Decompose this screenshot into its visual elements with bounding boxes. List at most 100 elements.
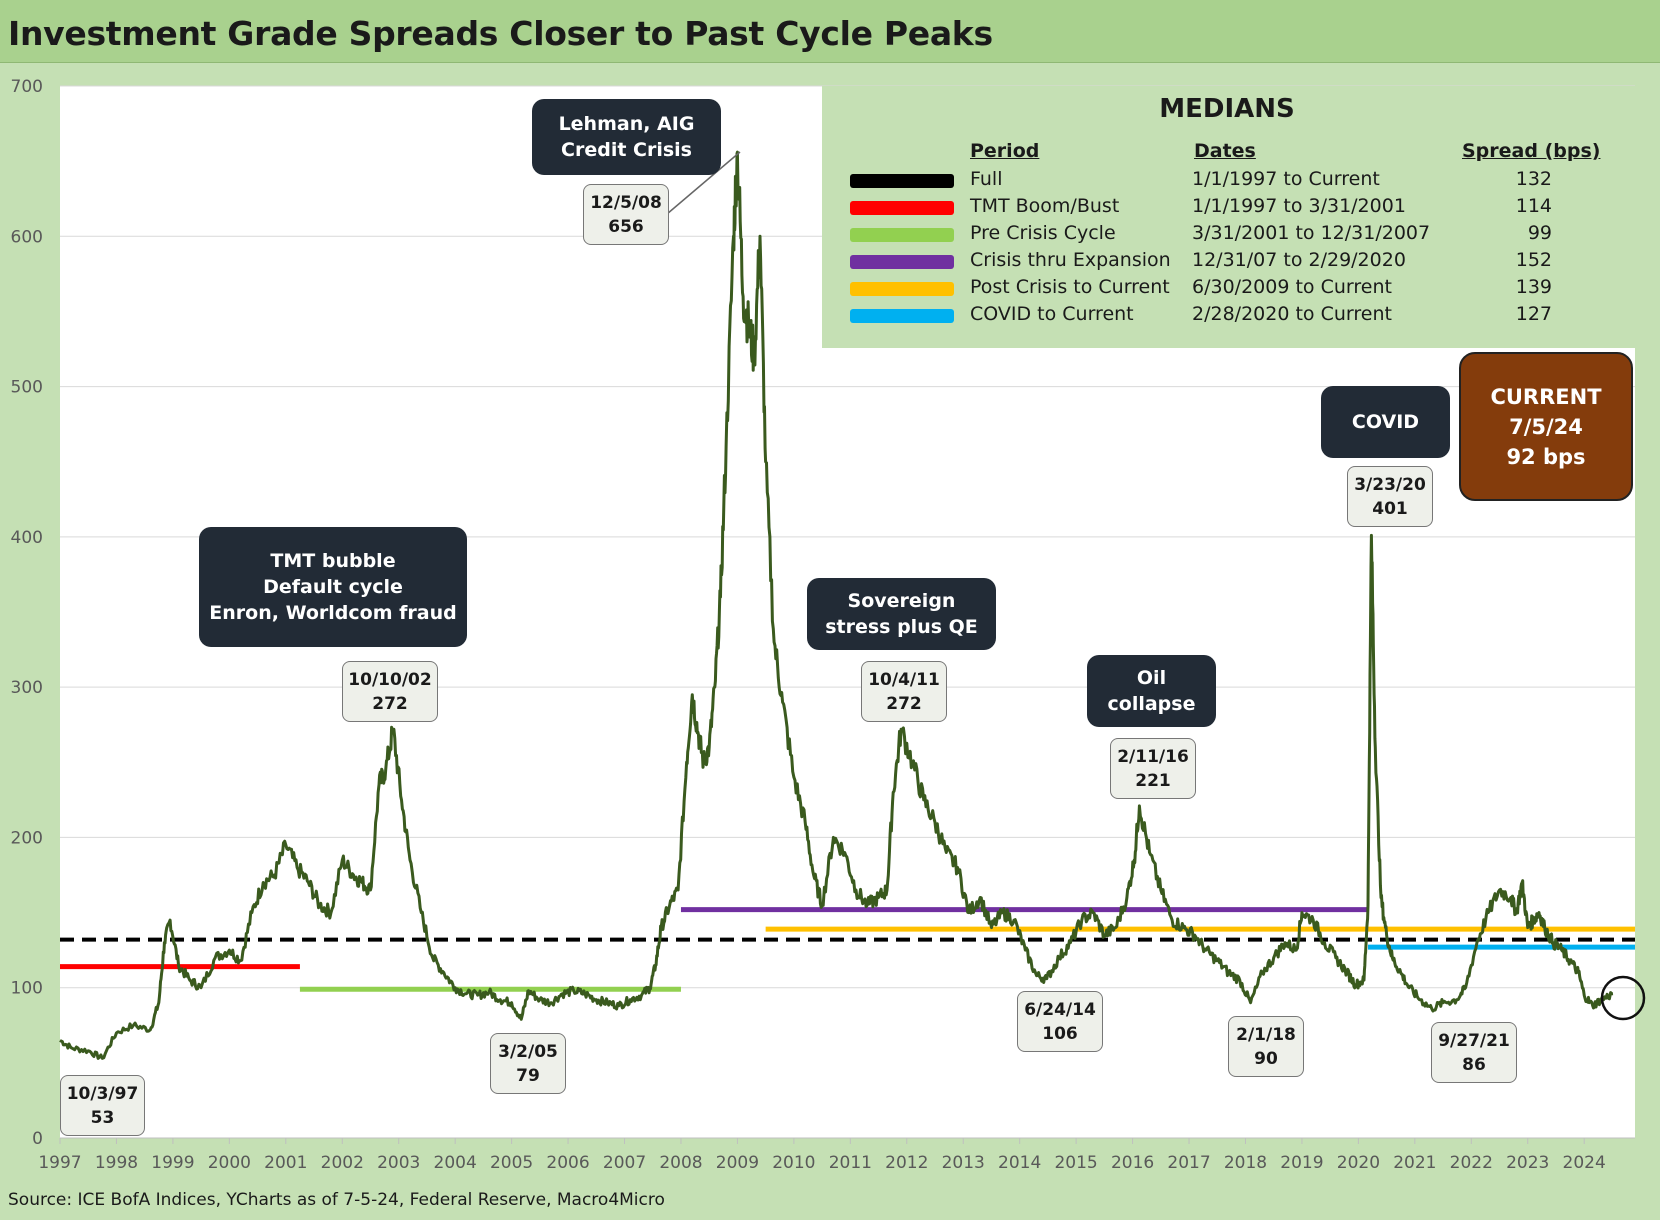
point-label-value: 272 <box>886 693 922 714</box>
legend-swatch <box>850 201 954 215</box>
x-tick-label: 2017 <box>1167 1153 1210 1173</box>
x-tick-label: 2001 <box>264 1153 307 1173</box>
y-tick-label: 0 <box>32 1129 43 1149</box>
x-tick-label: 1998 <box>95 1153 138 1173</box>
x-tick-label: 2000 <box>208 1153 251 1173</box>
y-tick-label: 100 <box>11 979 43 999</box>
series-lines <box>59 150 1614 1060</box>
x-tick-label: 2006 <box>546 1153 589 1173</box>
legend-swatch <box>850 309 954 323</box>
medians-row: COVID to Current 2/28/2020 to Current 127 <box>822 303 1642 329</box>
point-label-value: 86 <box>1462 1054 1486 1075</box>
point-label-2018: 2/1/18 90 <box>1228 1016 1304 1077</box>
x-tick-label: 2013 <box>942 1153 985 1173</box>
leader-line <box>666 151 741 215</box>
y-tick-label: 300 <box>11 678 43 698</box>
medians-spread: 114 <box>1515 195 1552 217</box>
point-label-2016: 2/11/16 221 <box>1110 738 1196 799</box>
medians-period: Full <box>970 168 1003 190</box>
point-label-date: 3/2/05 <box>498 1041 558 1062</box>
x-tick-label: 2015 <box>1054 1153 1097 1173</box>
x-tick-label: 2023 <box>1506 1153 1549 1173</box>
medians-dates: 1/1/1997 to Current <box>1192 168 1380 190</box>
x-tick-label: 2018 <box>1224 1153 1267 1173</box>
medians-dates: 1/1/1997 to 3/31/2001 <box>1192 195 1406 217</box>
event-label-line: TMT bubble <box>270 550 396 572</box>
event-label-oil: Oil collapse <box>1087 655 1216 727</box>
medians-period: Crisis thru Expansion <box>970 249 1171 271</box>
point-label-date: 10/4/11 <box>868 669 940 690</box>
x-tick-label: 2020 <box>1337 1153 1380 1173</box>
title-bar: Investment Grade Spreads Closer to Past … <box>0 0 1660 63</box>
point-label-2014: 6/24/14 106 <box>1017 991 1103 1052</box>
point-label-value: 79 <box>516 1065 540 1086</box>
x-tick-label: 2004 <box>434 1153 477 1173</box>
point-label-2011: 10/4/11 272 <box>861 661 947 722</box>
x-tick-label: 1997 <box>38 1153 81 1173</box>
event-label-tmt: TMT bubble Default cycle Enron, Worldcom… <box>199 527 467 647</box>
x-tick-label: 2012 <box>885 1153 928 1173</box>
y-tick-label: 400 <box>11 528 43 548</box>
event-label-sovereign: Sovereign stress plus QE <box>807 578 996 650</box>
point-label-date: 2/1/18 <box>1236 1024 1296 1045</box>
point-label-date: 9/27/21 <box>1438 1030 1510 1051</box>
point-label-date: 12/5/08 <box>590 192 662 213</box>
x-tick-label: 2019 <box>1280 1153 1323 1173</box>
y-tick-label: 500 <box>11 378 43 398</box>
point-label-2008: 12/5/08 656 <box>583 184 669 245</box>
medians-header-spread: Spread (bps) <box>1462 140 1601 162</box>
x-axis-ticks: 1997 1998 1999 2000 2001 2002 2003 2004 2005 2006… <box>38 1137 1635 1173</box>
medians-dates: 3/31/2001 to 12/31/2007 <box>1192 222 1431 244</box>
x-tick-label: 2008 <box>659 1153 702 1173</box>
y-tick-label: 200 <box>11 828 43 848</box>
event-label-line: Enron, Worldcom fraud <box>209 602 457 624</box>
event-label-line: Sovereign <box>847 590 956 612</box>
event-label-line: Oil <box>1136 667 1167 689</box>
medians-period: Pre Crisis Cycle <box>970 222 1116 244</box>
point-label-value: 272 <box>372 693 408 714</box>
point-label-date: 10/3/97 <box>66 1083 139 1104</box>
point-label-date: 3/23/20 <box>1354 474 1426 495</box>
point-label-value: 90 <box>1254 1048 1278 1069</box>
leader-lines <box>666 151 741 215</box>
legend-swatch <box>850 282 954 296</box>
x-tick-label: 2010 <box>772 1153 815 1173</box>
point-label-2020: 3/23/20 401 <box>1347 466 1433 527</box>
x-tick-label: 2024 <box>1563 1153 1606 1173</box>
point-label-value: 53 <box>90 1107 115 1128</box>
y-axis-ticks: 0 100 200 300 400 500 600 700 <box>11 77 43 1149</box>
current-value: 92 bps <box>1506 444 1586 469</box>
point-label-date: 6/24/14 <box>1024 999 1096 1020</box>
current-marker-circle <box>1600 975 1646 1021</box>
medians-header-period: Period <box>970 140 1040 162</box>
point-label-value: 656 <box>608 216 644 237</box>
point-label-date: 2/11/16 <box>1117 746 1189 767</box>
medians-dates: 2/28/2020 to Current <box>1192 303 1392 325</box>
source-note: Source: ICE BofA Indices, YCharts as of … <box>8 1190 665 1210</box>
medians-period: TMT Boom/Bust <box>970 195 1120 217</box>
medians-row: Post Crisis to Current 6/30/2009 to Curre… <box>822 276 1642 302</box>
series-line <box>59 150 1614 1060</box>
point-label-value: 221 <box>1135 770 1171 791</box>
point-label-1997: 10/3/97 53 <box>60 1075 145 1136</box>
y-tick-label: 600 <box>11 227 43 247</box>
event-label-line: stress plus QE <box>825 616 978 638</box>
medians-row: Full 1/1/1997 to Current 132 <box>822 168 1642 194</box>
medians-dates: 12/31/07 to 2/29/2020 <box>1192 249 1406 271</box>
legend-swatch <box>850 228 954 242</box>
point-label-2005: 3/2/05 79 <box>490 1033 566 1094</box>
x-tick-label: 2021 <box>1393 1153 1436 1173</box>
event-label-line: collapse <box>1107 693 1196 715</box>
point-label-2021: 9/27/21 86 <box>1431 1022 1517 1083</box>
medians-spread: 152 <box>1515 249 1552 271</box>
chart-title: Investment Grade Spreads Closer to Past … <box>8 14 993 53</box>
x-tick-label: 1999 <box>151 1153 194 1173</box>
medians-header-dates: Dates <box>1194 140 1256 162</box>
event-label-line: Credit Crisis <box>561 139 692 161</box>
medians-row: TMT Boom/Bust 1/1/1997 to 3/31/2001 114 <box>822 195 1642 221</box>
medians-spread: 127 <box>1515 303 1552 325</box>
medians-spread: 99 <box>1527 222 1552 244</box>
medians-title: MEDIANS <box>1159 94 1295 124</box>
y-tick-label: 700 <box>11 77 43 97</box>
point-label-value: 401 <box>1372 498 1408 519</box>
